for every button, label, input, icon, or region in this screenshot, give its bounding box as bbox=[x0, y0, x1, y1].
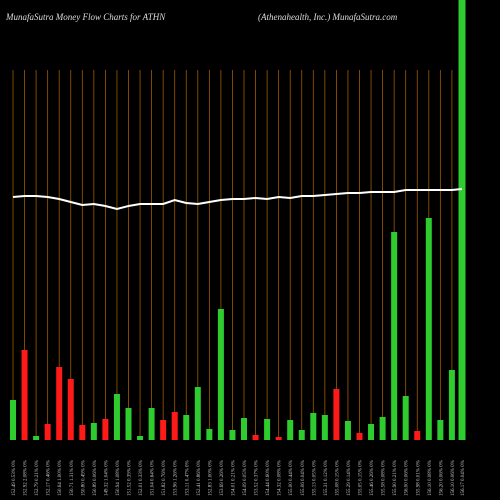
x-tick-label: 149.32 1.04% 0% bbox=[104, 460, 109, 496]
bar bbox=[10, 400, 16, 440]
bar bbox=[437, 420, 444, 440]
bar bbox=[102, 419, 109, 440]
x-tick-label: 155.13 0.05% 0% bbox=[312, 460, 317, 496]
x-tick-label: 150.64 1.00% 0% bbox=[58, 460, 63, 496]
bar bbox=[252, 435, 259, 440]
x-tick-label: 156.00 0.06% 0% bbox=[405, 460, 410, 496]
x-tick-label: 155.08 0.15% 0% bbox=[335, 460, 340, 496]
bar bbox=[458, 0, 466, 440]
x-tick-label: 150.89 0.06% 0% bbox=[93, 460, 98, 496]
bar bbox=[379, 417, 386, 440]
bar bbox=[125, 408, 132, 440]
x-tick-label: 154.44 0.60% 0% bbox=[266, 460, 271, 496]
bar bbox=[229, 430, 236, 440]
bar bbox=[194, 387, 201, 440]
chart-subtitle: (Athenahealth, Inc.) MunafaSutra.com bbox=[258, 12, 398, 22]
x-tick-label: 151.04 0.64% 0% bbox=[151, 460, 156, 496]
bar bbox=[298, 430, 305, 440]
bar bbox=[113, 394, 120, 440]
x-tick-label: 155.05 0.15% 0% bbox=[359, 460, 364, 496]
x-tick-label: 151.82 0.76% 0% bbox=[162, 460, 167, 496]
x-tick-label: 153.96 1.26% 0% bbox=[174, 460, 179, 496]
bar bbox=[264, 419, 271, 440]
x-tick-label: 152.17 0.46% 0% bbox=[47, 460, 52, 496]
x-tick-label: 151.52 0.39% 0% bbox=[128, 460, 133, 496]
bar bbox=[56, 367, 63, 440]
bar bbox=[414, 431, 421, 440]
bar bbox=[160, 420, 167, 440]
x-tick-label: 155.98 0.01% 0% bbox=[416, 460, 421, 496]
x-tick-label: 155.06 0.04% 0% bbox=[301, 460, 306, 496]
bar bbox=[241, 418, 247, 440]
bar bbox=[90, 423, 97, 440]
bar bbox=[137, 436, 144, 440]
bar bbox=[448, 370, 455, 440]
x-tick-label: 152.79 0.21% 0% bbox=[35, 460, 40, 496]
bar bbox=[321, 415, 328, 440]
bar bbox=[206, 429, 213, 440]
x-tick-label: 152.92 2.08% 0% bbox=[24, 460, 29, 496]
x-tick-label: 154.09 0.05% 0% bbox=[243, 460, 248, 496]
x-tick-label: 156.10 0.06% 0% bbox=[451, 460, 456, 496]
x-tick-label: 150.71 1.31% 0% bbox=[70, 460, 75, 496]
x-tick-label: 154.32 0.08% 0% bbox=[278, 460, 283, 496]
bar bbox=[356, 433, 363, 440]
x-tick-label: 154.01 0.21% 0% bbox=[231, 460, 236, 496]
bar bbox=[344, 421, 351, 440]
bar bbox=[333, 389, 340, 440]
bar bbox=[148, 408, 155, 440]
bar bbox=[44, 424, 51, 440]
x-tick-label: 153.52 0.37% 0% bbox=[255, 460, 260, 496]
bar bbox=[33, 436, 40, 440]
x-tick-label: 155.29 0.14% 0% bbox=[347, 460, 352, 496]
x-tick-label: 153.11 0.47% 0% bbox=[185, 460, 190, 496]
bar bbox=[287, 420, 294, 440]
x-tick-label: 150.80 0.49% 0% bbox=[81, 460, 86, 496]
bar bbox=[391, 232, 398, 440]
bar bbox=[310, 413, 317, 440]
bar bbox=[275, 437, 282, 440]
bar bbox=[79, 425, 86, 440]
x-tick-label: 155.90 0.21% 0% bbox=[393, 460, 398, 496]
x-tick-label: 150.94 1.08% 0% bbox=[116, 460, 121, 496]
x-tick-label: 155.31 0.12% 0% bbox=[324, 460, 329, 496]
bar bbox=[425, 218, 432, 440]
bar bbox=[171, 412, 178, 440]
x-tick-label: 152.41 0.86% 0% bbox=[197, 460, 202, 496]
x-tick-label: 155.46 0.26% 0% bbox=[370, 460, 375, 496]
x-tick-label: 155.00 0.44% 0% bbox=[289, 460, 294, 496]
chart-title: MunafaSutra Money Flow Charts for ATHN bbox=[5, 12, 166, 22]
x-tick-label: 153.69 0.26% 0% bbox=[220, 460, 225, 496]
bar bbox=[217, 309, 224, 440]
bar bbox=[67, 379, 74, 440]
x-tick-label: 152.49 0.53% 0% bbox=[12, 460, 17, 496]
bar bbox=[21, 350, 28, 440]
x-tick-label: 156.20 0.06% 0% bbox=[439, 460, 444, 496]
x-tick-label: 155.58 0.08% 0% bbox=[382, 460, 387, 496]
bar bbox=[368, 424, 375, 440]
x-tick-label: 152.01 0.33% 0% bbox=[139, 460, 144, 496]
bar bbox=[402, 396, 409, 440]
price-line bbox=[12, 188, 463, 211]
bar bbox=[183, 415, 190, 440]
x-tick-label: 156.10 0.08% 0% bbox=[428, 460, 433, 496]
x-tick-label: 156.17 0.04% 0% bbox=[461, 460, 466, 496]
x-tick-label: 152.83 1.00% 0% bbox=[208, 460, 213, 496]
